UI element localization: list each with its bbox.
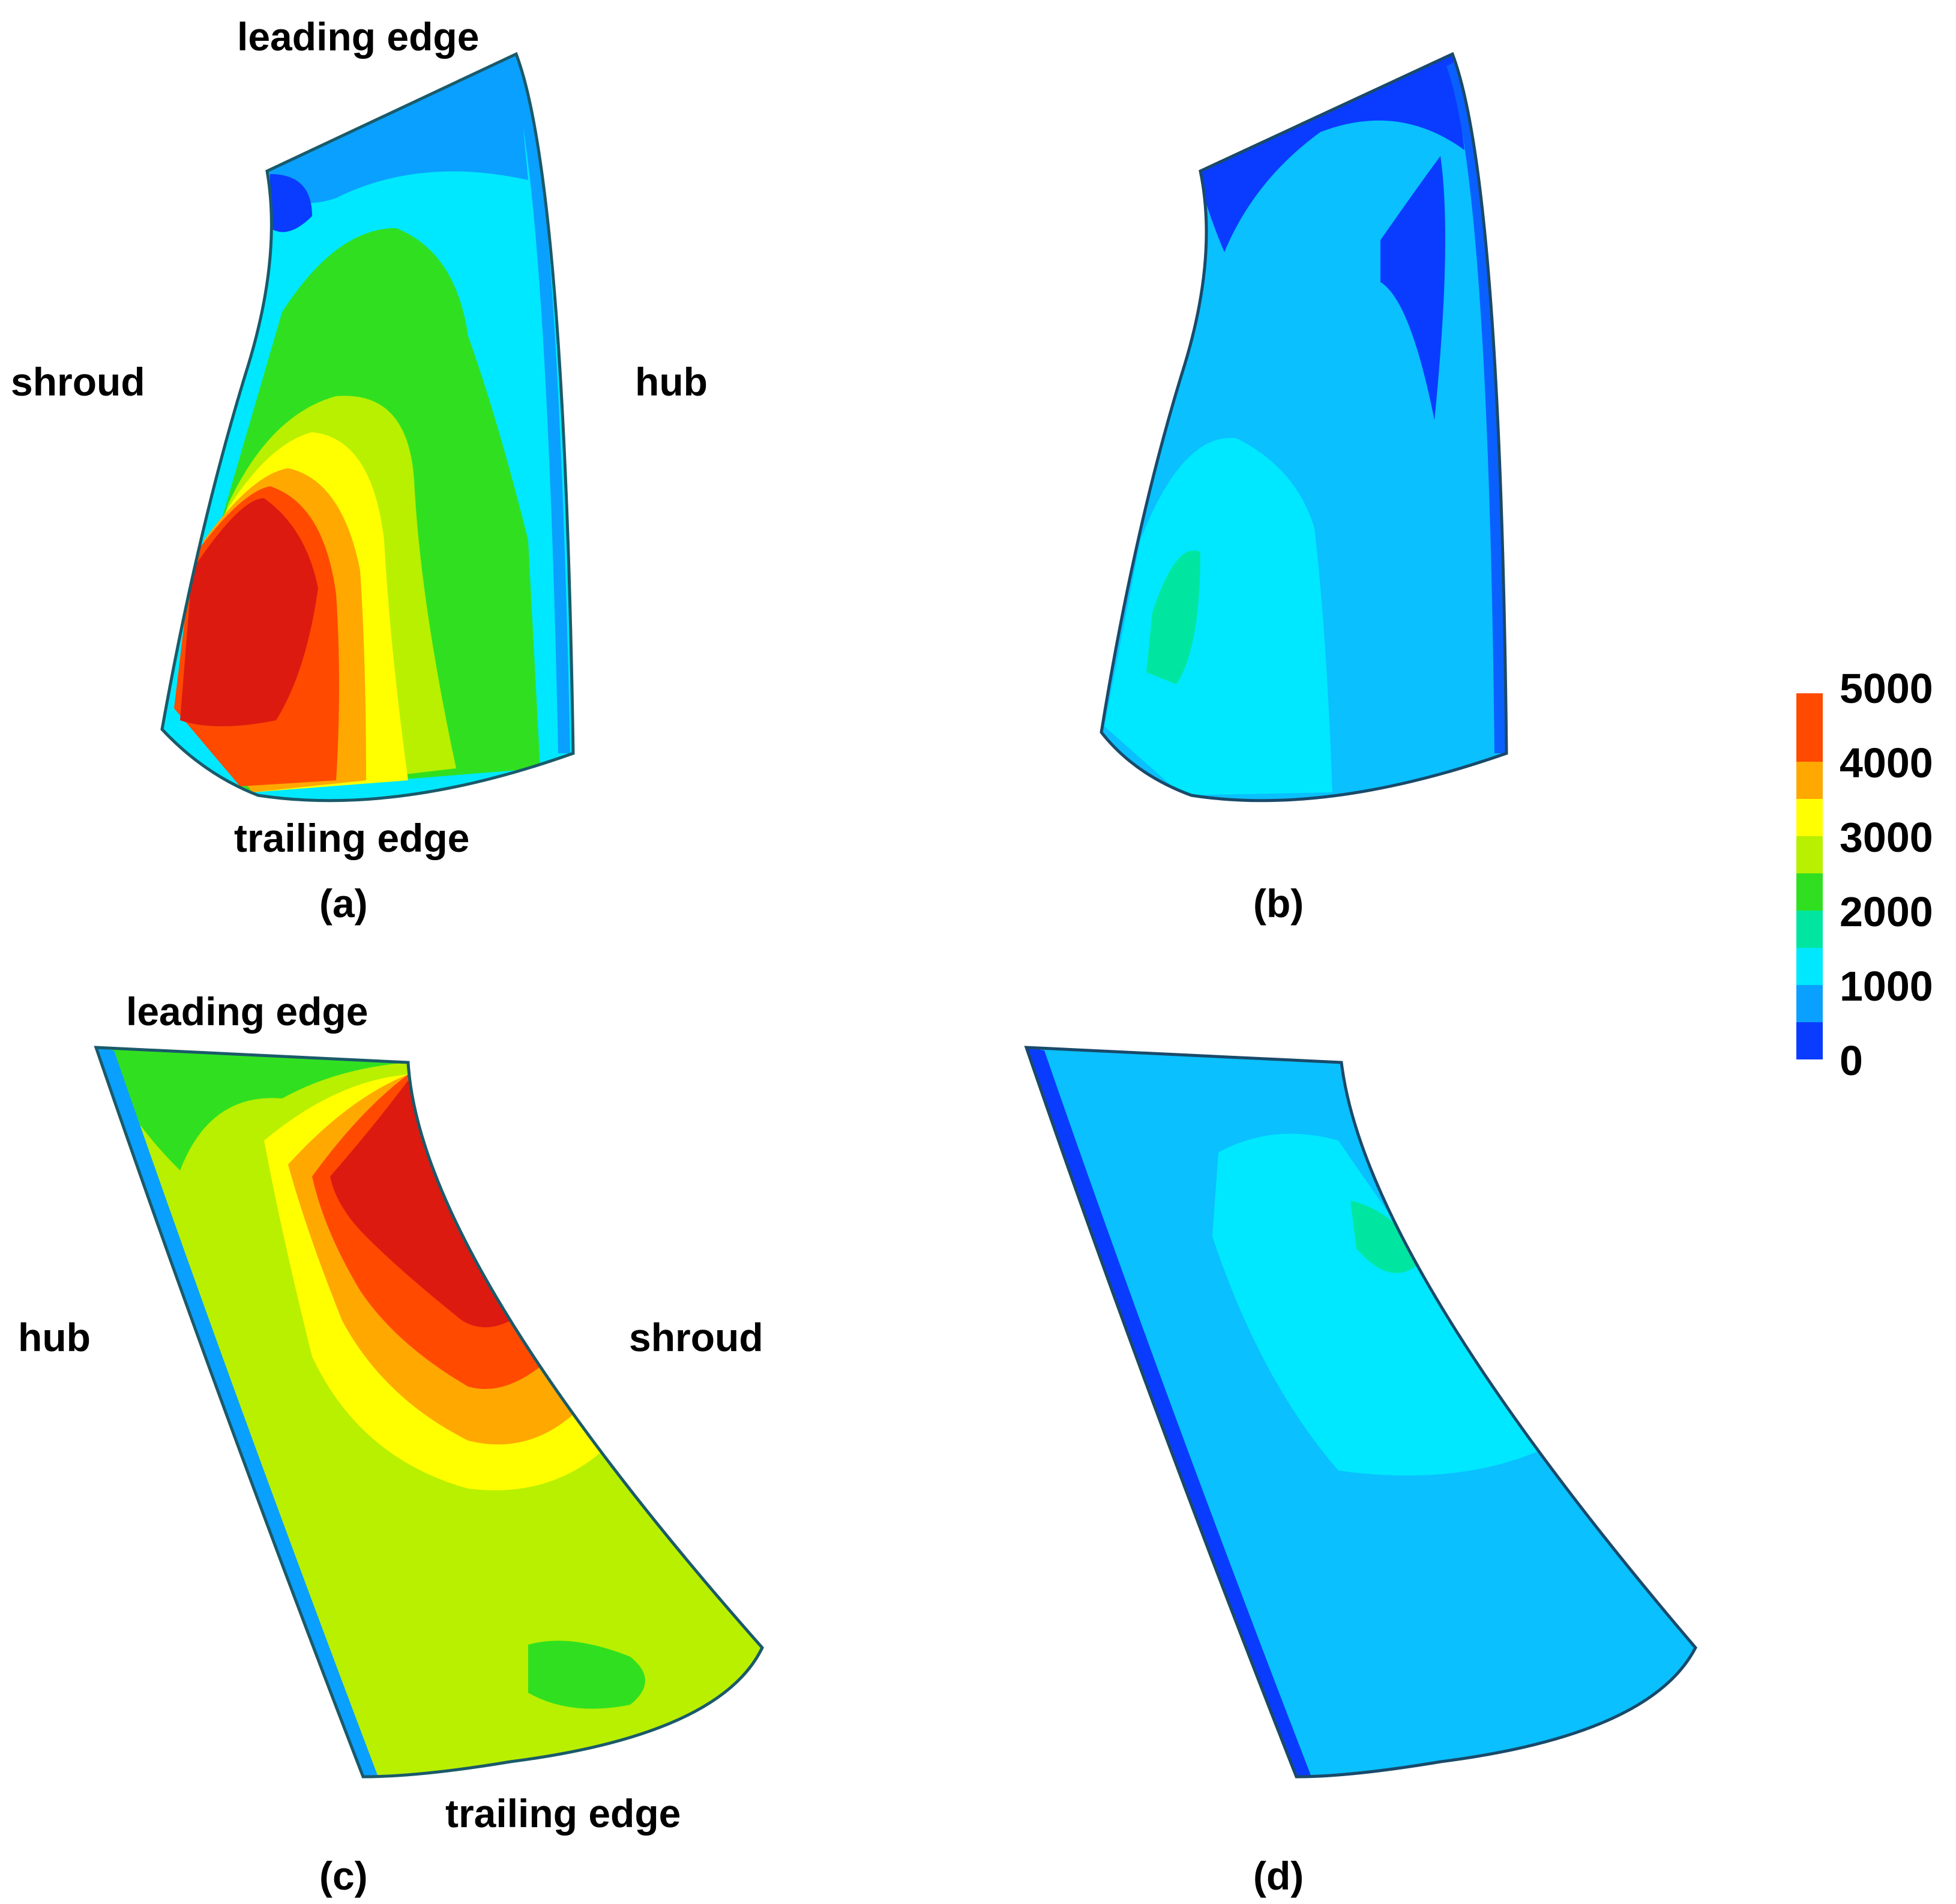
panel-b-blade xyxy=(1101,54,1506,801)
colorbar-level-8 xyxy=(1796,762,1823,799)
colorbar-tick-0: 0 xyxy=(1840,1037,1863,1084)
panel-a-blade xyxy=(162,54,573,801)
panel-b-caption: (b) xyxy=(1253,881,1304,926)
colorbar-tick-1000: 1000 xyxy=(1840,963,1933,1010)
panel-a-label-shroud: shroud xyxy=(11,360,145,404)
panel-d-caption: (d) xyxy=(1253,1854,1304,1898)
colorbar-level-7 xyxy=(1796,799,1823,836)
colorbar-level-6 xyxy=(1796,836,1823,873)
panel-c-caption: (c) xyxy=(319,1854,368,1898)
panel-d-blade xyxy=(1026,1047,1696,1777)
panel-a-label-leading-edge: leading edge xyxy=(237,14,480,59)
colorbar-level-4 xyxy=(1796,911,1823,948)
colorbar-tick-3000: 3000 xyxy=(1840,814,1933,861)
colorbar-level-9 xyxy=(1796,693,1823,762)
colorbar-tick-5000: 5000 xyxy=(1840,665,1933,712)
colorbar-level-2 xyxy=(1796,985,1823,1022)
colorbar-tick-4000: 4000 xyxy=(1840,740,1933,786)
panel-c-label-hub: hub xyxy=(18,1315,91,1360)
panel-a-label-trailing-edge: trailing edge xyxy=(234,816,470,860)
colorbar xyxy=(1796,693,1823,1059)
panel-c-label-shroud: shroud xyxy=(629,1315,763,1360)
colorbar-level-3 xyxy=(1796,948,1823,985)
panel-a-label-hub: hub xyxy=(635,360,708,404)
panel-c-blade xyxy=(96,1047,762,1777)
colorbar-level-1 xyxy=(1796,1022,1823,1059)
colorbar-level-5 xyxy=(1796,873,1823,911)
panel-c-label-leading-edge: leading edge xyxy=(126,989,369,1034)
panel-a-caption: (a) xyxy=(319,881,368,926)
colorbar-tick-2000: 2000 xyxy=(1840,888,1933,935)
panel-c-label-trailing-edge: trailing edge xyxy=(445,1791,681,1836)
